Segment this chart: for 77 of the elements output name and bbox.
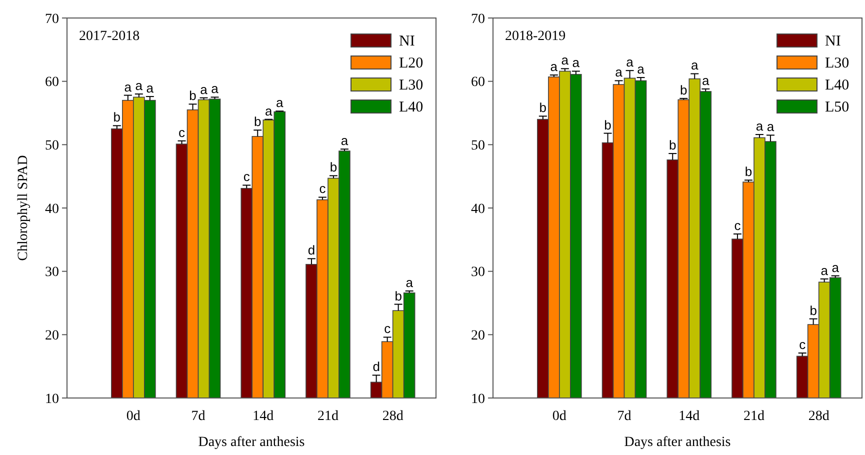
y-tick-label: 20	[471, 328, 485, 344]
annotation: b	[604, 117, 612, 132]
annotation: a	[615, 64, 624, 80]
annotation: 2018-2019	[505, 29, 566, 44]
annotation: a	[702, 72, 710, 88]
legend-label: L50	[825, 99, 850, 116]
legend-label: L40	[399, 99, 424, 116]
x-tick-label: 28d	[382, 409, 404, 424]
y-tick-label: 50	[471, 138, 485, 154]
legend-label: L30	[825, 55, 850, 72]
annotation: d	[372, 359, 380, 374]
annotation: a	[572, 55, 580, 70]
annotation: b	[394, 288, 402, 304]
annotation: c	[319, 181, 326, 196]
y-tick-label: 30	[45, 265, 59, 280]
annotation: a	[691, 58, 700, 73]
annotation: c	[384, 321, 392, 336]
x-axis-title: Days after anthesis	[198, 435, 305, 450]
annotation: 2017-2018	[79, 29, 140, 44]
annotation: c	[799, 337, 806, 352]
annotation: b	[330, 160, 338, 175]
y-tick-label: 60	[45, 75, 59, 90]
y-tick-label: 10	[471, 392, 485, 407]
annotation: b	[810, 302, 817, 318]
annotation: a	[626, 54, 634, 70]
annotation: a	[561, 52, 570, 68]
annotation: a	[820, 262, 829, 278]
y-tick-label: 70	[45, 12, 59, 27]
annotation: c	[178, 124, 186, 140]
annotation: b	[539, 100, 547, 116]
y-axis-title: Chlorophyll SPAD	[16, 155, 31, 261]
annotation: a	[135, 78, 144, 93]
y-tick-label: 40	[471, 202, 485, 217]
x-tick-label: 14d	[678, 409, 700, 424]
annotation: d	[308, 242, 316, 258]
x-axis-title: Days after anthesis	[624, 435, 731, 450]
annotation: a	[637, 62, 646, 77]
y-tick-label: 30	[471, 265, 485, 280]
annotation: b	[744, 164, 752, 180]
annotation: a	[832, 260, 840, 275]
x-tick-label: 7d	[191, 409, 206, 424]
x-tick-label: 28d	[808, 409, 830, 424]
y-tick-label: 40	[45, 202, 59, 217]
annotation: a	[340, 133, 349, 148]
annotation: b	[669, 138, 676, 153]
y-tick-label: 60	[471, 75, 485, 90]
annotation: b	[254, 114, 262, 130]
y-tick-label: 20	[45, 328, 59, 344]
x-tick-label: 0d	[126, 409, 140, 424]
legend-label: L40	[825, 77, 850, 94]
annotation: b	[680, 82, 688, 98]
y-tick-label: 10	[45, 392, 59, 407]
legend-label: NI	[825, 33, 841, 50]
x-tick-label: 21d	[317, 409, 338, 424]
annotation: a	[265, 103, 274, 118]
y-tick-label: 50	[45, 138, 59, 154]
annotation: a	[550, 59, 558, 74]
x-tick-label: 21d	[743, 409, 764, 424]
annotation: a	[200, 82, 208, 97]
annotation: a	[146, 80, 154, 96]
annotation: a	[406, 274, 414, 290]
annotation: a	[756, 118, 764, 134]
annotation: a	[276, 95, 284, 110]
annotation: a	[124, 79, 132, 94]
y-tick-label: 70	[471, 12, 485, 27]
x-tick-label: 14d	[252, 409, 274, 424]
legend-label: L20	[399, 55, 424, 72]
legend-label: L30	[399, 77, 424, 94]
annotation: b	[189, 88, 196, 104]
annotation: a	[766, 119, 775, 134]
annotation: c	[243, 169, 250, 184]
legend-label: NI	[399, 33, 415, 50]
x-tick-label: 7d	[617, 409, 632, 424]
annotation: a	[211, 81, 220, 96]
x-tick-label: 0d	[552, 409, 566, 424]
annotation: b	[113, 110, 121, 125]
annotation: c	[734, 218, 742, 233]
